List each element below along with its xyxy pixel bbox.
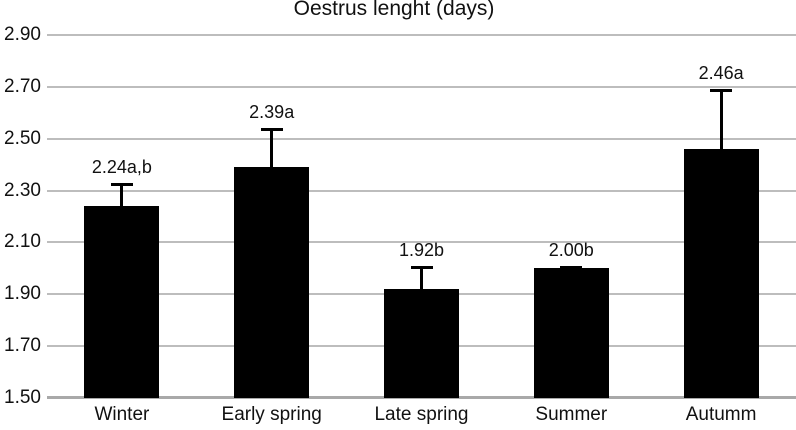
bar bbox=[533, 268, 609, 398]
gridline bbox=[47, 34, 796, 36]
y-tick-label: 1.90 bbox=[4, 283, 41, 305]
error-bar-cap bbox=[260, 128, 283, 132]
error-bar-cap bbox=[410, 265, 433, 269]
y-tick-label: 1.70 bbox=[4, 335, 41, 357]
bar-value-label: 2.00b bbox=[548, 239, 594, 260]
error-bar-stem bbox=[270, 128, 274, 168]
x-category-label: Winter bbox=[94, 404, 150, 425]
bar bbox=[384, 289, 459, 398]
bar bbox=[683, 149, 759, 398]
gridline bbox=[47, 241, 796, 244]
y-tick-label: 2.30 bbox=[4, 179, 41, 201]
bar-value-label: 2.24a,b bbox=[91, 156, 152, 177]
y-tick-label: 2.90 bbox=[4, 24, 41, 45]
x-category-label: Late spring bbox=[374, 404, 469, 425]
bar bbox=[234, 167, 310, 398]
y-tick-label: 2.10 bbox=[4, 231, 41, 253]
gridline bbox=[47, 137, 796, 140]
y-tick-label: 2.50 bbox=[4, 127, 41, 149]
error-bar-cap bbox=[560, 265, 583, 269]
x-category-label: Early spring bbox=[221, 404, 322, 425]
error-bar-stem bbox=[420, 265, 423, 290]
error-bar-cap bbox=[710, 89, 733, 93]
gridline bbox=[47, 189, 796, 192]
error-bar-cap bbox=[110, 182, 133, 186]
y-tick-label: 1.50 bbox=[4, 387, 41, 408]
x-category-label: Autumm bbox=[685, 404, 757, 425]
x-category-label: Summer bbox=[535, 404, 608, 425]
error-bar-stem bbox=[120, 182, 124, 207]
gridline bbox=[47, 85, 796, 88]
y-tick-label: 2.70 bbox=[4, 75, 41, 97]
bar bbox=[84, 206, 160, 398]
plot-area bbox=[47, 34, 796, 399]
bar-value-label: 1.92b bbox=[398, 239, 445, 260]
error-bar-stem bbox=[719, 89, 723, 150]
bar-value-label: 2.39a bbox=[249, 102, 295, 123]
bar-value-label: 2.46a bbox=[698, 63, 744, 84]
chart-title: Oestrus lenght (days) bbox=[293, 0, 495, 20]
